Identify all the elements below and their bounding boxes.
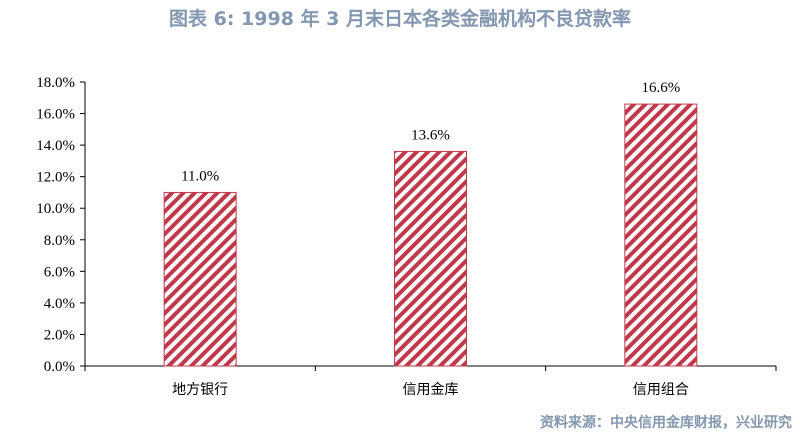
y-tick-label: 4.0% [44,296,75,312]
y-tick-label: 2.0% [44,327,75,343]
y-tick-label: 18.0% [36,75,75,91]
x-category-label: 地方银行 [172,382,228,398]
y-tick-label: 6.0% [44,264,75,280]
data-label: 11.0% [181,168,219,184]
y-tick-label: 0.0% [44,359,75,375]
data-label: 16.6% [641,80,680,96]
labels: 11.0% 地方银行 13.6% 信用金库 16.6% 信用组合 [172,80,689,398]
bar [163,191,237,367]
x-category-label: 信用金库 [403,382,459,398]
chart-title: 图表 6: 1998 年 3 月末日本各类金融机构不良贷款率 [169,8,631,30]
y-tick-label: 8.0% [44,233,75,249]
x-category-label: 信用组合 [633,382,689,398]
bars [163,103,698,367]
axes: 0.0% 2.0% 4.0% 6.0% 8.0% 10.0% 12.0% 14.0% 16.0%… [36,75,777,375]
y-tick-label: 14.0% [36,138,75,154]
data-label: 13.6% [411,127,450,143]
bar [394,150,467,367]
y-tick-label: 12.0% [36,170,75,186]
y-tick-label: 10.0% [36,201,75,217]
source-note: 资料来源：中央信用金库财报，兴业研究 [540,415,792,431]
y-tick-label: 16.0% [36,107,75,123]
bar [624,103,698,367]
